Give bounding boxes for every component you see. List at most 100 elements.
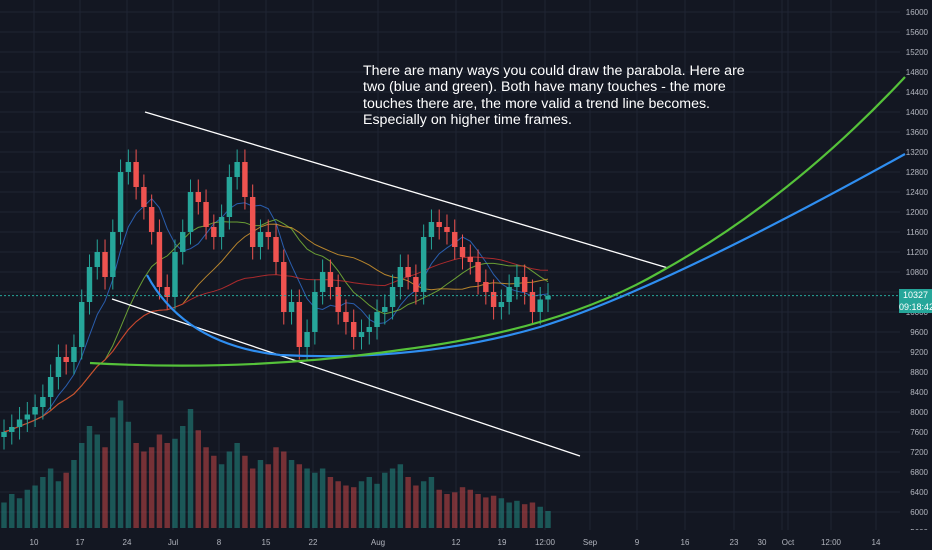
candle-body (452, 232, 458, 247)
candle-body (203, 202, 209, 227)
volume-bar (312, 472, 318, 528)
volume-bar (413, 485, 419, 528)
volume-bar (187, 409, 194, 528)
y-tick-label: 7600 (910, 428, 928, 437)
volume-bar (110, 417, 116, 528)
volume-bar (203, 447, 209, 528)
volume-bar (366, 477, 372, 528)
y-tick-label: 10800 (906, 268, 929, 277)
volume-bar (63, 472, 69, 528)
y-tick-label: 14000 (906, 108, 929, 117)
y-tick-label: 12800 (906, 168, 929, 177)
volume-bar (467, 489, 474, 528)
candle-body (16, 419, 23, 427)
y-tick-label: 6400 (910, 488, 928, 497)
candle-body (498, 302, 505, 307)
countdown-tag: 09:18:42 (899, 300, 932, 313)
volume-bar (319, 468, 326, 528)
y-tick-label: 12000 (906, 208, 929, 217)
candle-body (1, 432, 7, 437)
volume-bar (420, 481, 427, 528)
trendline-upper (144, 111, 669, 269)
candle-body (537, 299, 543, 312)
volume-bar (545, 511, 551, 528)
candle-body (529, 292, 536, 312)
volume-bar (78, 443, 85, 528)
candle-body (382, 307, 388, 312)
candle-body (156, 232, 163, 287)
y-tick-label: 7200 (910, 448, 928, 457)
volume-bar (9, 494, 15, 528)
candle-body (148, 207, 155, 232)
volume-bar (498, 498, 505, 528)
volume-bar (288, 460, 295, 528)
volume-bar (428, 477, 435, 528)
volume-bar (514, 500, 520, 528)
x-tick-label: 16 (681, 538, 690, 547)
candle-body (467, 257, 474, 262)
candle-body (32, 407, 38, 415)
x-tick-label: 14 (872, 538, 881, 547)
volume-bar (475, 494, 481, 528)
candle-body (405, 267, 411, 277)
moving-average-line (3, 256, 549, 433)
volume-bar (343, 485, 349, 528)
volume-bar (94, 434, 100, 528)
candle-body (94, 252, 100, 267)
volume-bar (218, 464, 225, 528)
volume-bar (444, 494, 450, 528)
volume-bar (117, 400, 124, 528)
volume-bar (16, 498, 23, 528)
candle-body (86, 267, 93, 302)
x-tick-label: Jul (168, 538, 178, 547)
volume-bar (335, 481, 341, 528)
volume-bar (133, 443, 139, 528)
volume-bar (180, 426, 186, 528)
candle-body (187, 192, 194, 232)
y-tick-label: 12400 (906, 188, 929, 197)
candle-body (211, 227, 217, 237)
volume-bar (436, 489, 442, 528)
candle-body (273, 237, 279, 262)
volume-bar (40, 477, 46, 528)
volume-bar (397, 464, 404, 528)
candle-body (343, 312, 349, 322)
volume-bar (273, 447, 279, 528)
volume-bar (296, 464, 303, 528)
volume-bar (506, 502, 512, 528)
y-tick-label: 11600 (906, 228, 928, 237)
y-tick-label: 16000 (906, 8, 929, 17)
y-tick-label: 11200 (906, 248, 928, 257)
y-tick-label: 13200 (906, 148, 929, 157)
x-tick-label: 12:00 (535, 538, 556, 547)
candle-body (117, 172, 124, 232)
volume-bar (490, 495, 497, 528)
volume-bar (156, 434, 163, 528)
volume-bar (242, 455, 248, 528)
volume-bar (265, 464, 271, 528)
candle-body (436, 222, 442, 227)
volume-bar (172, 438, 178, 528)
x-tick-label: 30 (758, 538, 767, 547)
y-tick-label: 13600 (906, 128, 929, 137)
y-tick-label: 14400 (906, 88, 929, 97)
y-tick-label: 14800 (906, 68, 929, 77)
candle-body (374, 312, 380, 327)
candle-body (24, 414, 31, 420)
candle-body (71, 347, 77, 362)
candle-body (521, 277, 528, 292)
candle-body (102, 252, 108, 277)
candle-body (319, 272, 326, 292)
annotation-note: There are many ways you could draw the p… (363, 63, 745, 129)
x-tick-label: 22 (309, 538, 318, 547)
candle-body (514, 277, 520, 287)
candle-body (125, 162, 132, 172)
candle-body (257, 232, 264, 247)
x-tick-label: 23 (730, 538, 739, 547)
x-tick-label: Sep (583, 538, 598, 547)
candle-body (413, 277, 419, 292)
y-tick-label: 6800 (910, 468, 928, 477)
candle-body (133, 162, 139, 187)
